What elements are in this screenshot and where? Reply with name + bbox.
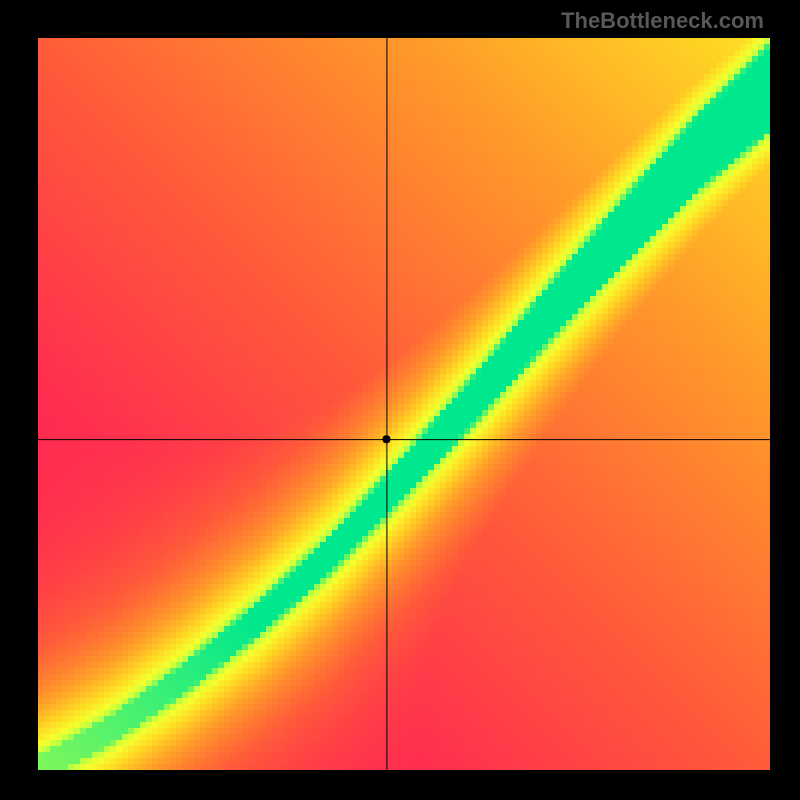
watermark-text: TheBottleneck.com (561, 8, 764, 34)
bottleneck-heatmap (0, 0, 800, 800)
chart-container: TheBottleneck.com (0, 0, 800, 800)
